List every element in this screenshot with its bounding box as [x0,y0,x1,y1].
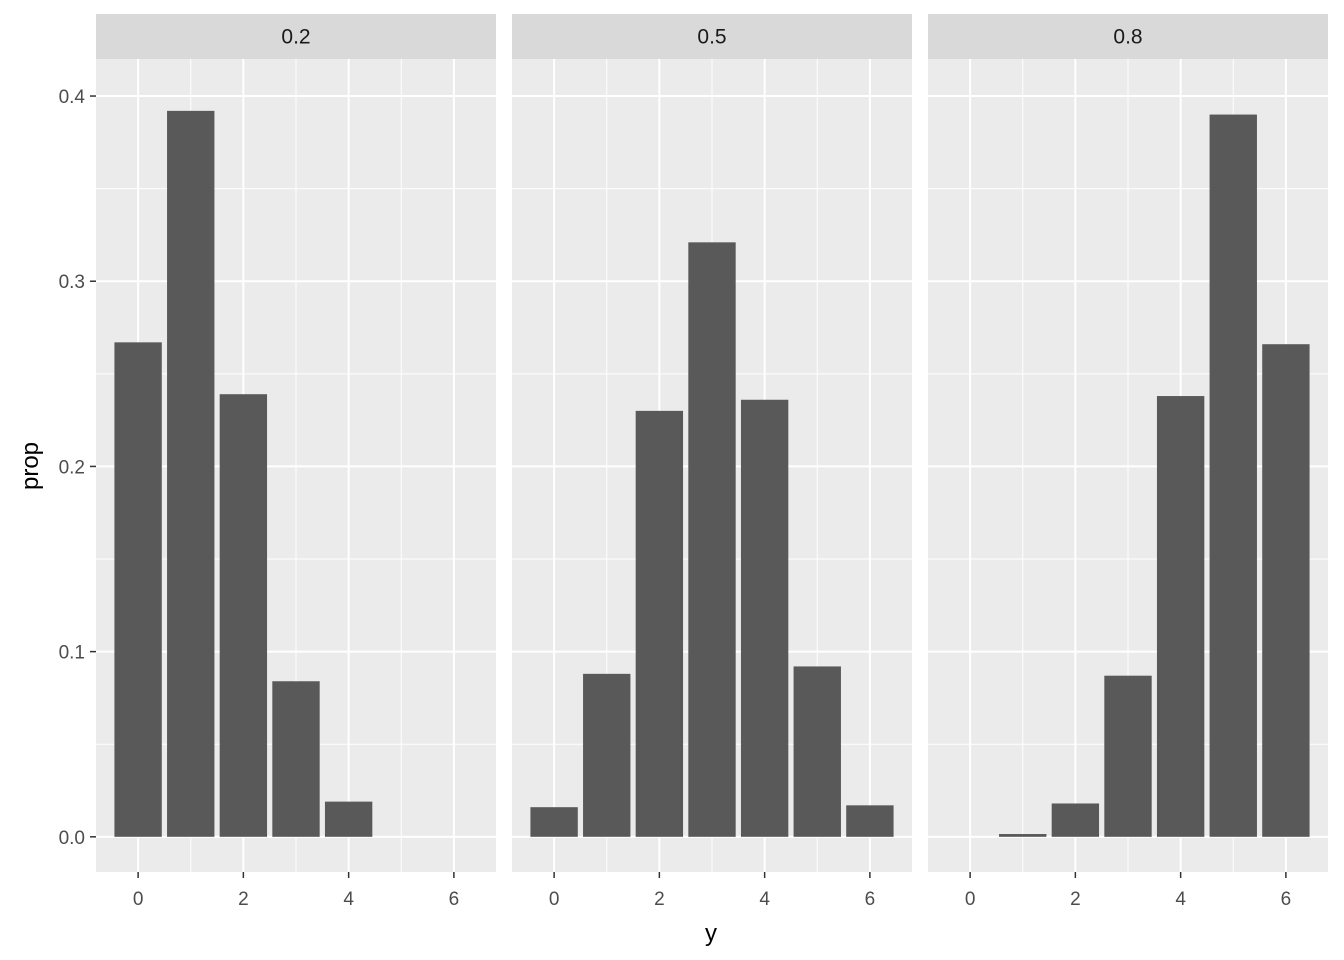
x-tick-label: 4 [759,889,770,910]
bar-0.5-x1 [583,673,631,837]
x-tick-label: 0 [549,889,560,910]
bar-0.8-x1 [999,834,1047,837]
x-tick-label: 0 [133,889,144,910]
x-tick-label: 6 [865,889,876,910]
y-tick-label: 0.3 [59,272,85,293]
x-tick-label: 6 [1281,889,1292,910]
y-tick-label: 0.0 [59,828,85,849]
y-axis-title: prop [17,442,44,490]
facet-panel-0.2: 0.2 0 2 4 6 [96,14,496,910]
facet-strip-label: 0.5 [697,26,726,49]
y-tick-label: 0.4 [59,87,86,108]
panels-layer: 0.2 0 2 4 6 0.5 0 2 4 6 0.8 0 2 4 6 [96,14,1328,910]
facet-strip-label: 0.2 [281,26,310,49]
y-tick-label: 0.2 [59,457,85,478]
bar-0.2-x2 [219,394,268,837]
bar-0.5-x5 [793,666,841,837]
bar-0.5-x0 [530,807,578,837]
bar-0.5-x2 [635,410,684,837]
bar-0.5-x6 [846,805,894,837]
x-axis-title: y [705,920,717,947]
facet-panel-0.5: 0.5 0 2 4 6 [512,14,912,910]
x-tick-label: 2 [238,889,249,910]
bar-0.2-x3 [272,681,320,837]
bar-0.5-x4 [740,399,789,837]
y-tick-label: 0.1 [59,643,85,664]
facet-strip [928,14,1328,59]
bar-0.2-x4 [324,801,373,837]
x-tick-label: 2 [1070,889,1081,910]
bar-0.8-x5 [1209,114,1257,837]
facet-panel-0.8: 0.8 0 2 4 6 [928,14,1328,910]
x-tick-label: 4 [1175,889,1186,910]
bar-0.8-x2 [1051,803,1100,837]
bar-0.2-x0 [114,342,162,837]
bar-0.8-x4 [1156,396,1205,837]
facet-strip [96,14,496,59]
bar-0.8-x6 [1262,344,1310,837]
bar-0.2-x1 [167,110,215,837]
y-axis: 0.0 0.1 0.2 0.3 0.4 [59,87,96,849]
x-tick-label: 0 [965,889,976,910]
x-tick-label: 4 [343,889,354,910]
bar-0.8-x3 [1104,675,1152,837]
x-tick-label: 2 [654,889,665,910]
x-tick-label: 6 [449,889,460,910]
bar-0.5-x3 [688,242,736,837]
facet-strip [512,14,912,59]
facet-strip-label: 0.8 [1113,26,1142,49]
